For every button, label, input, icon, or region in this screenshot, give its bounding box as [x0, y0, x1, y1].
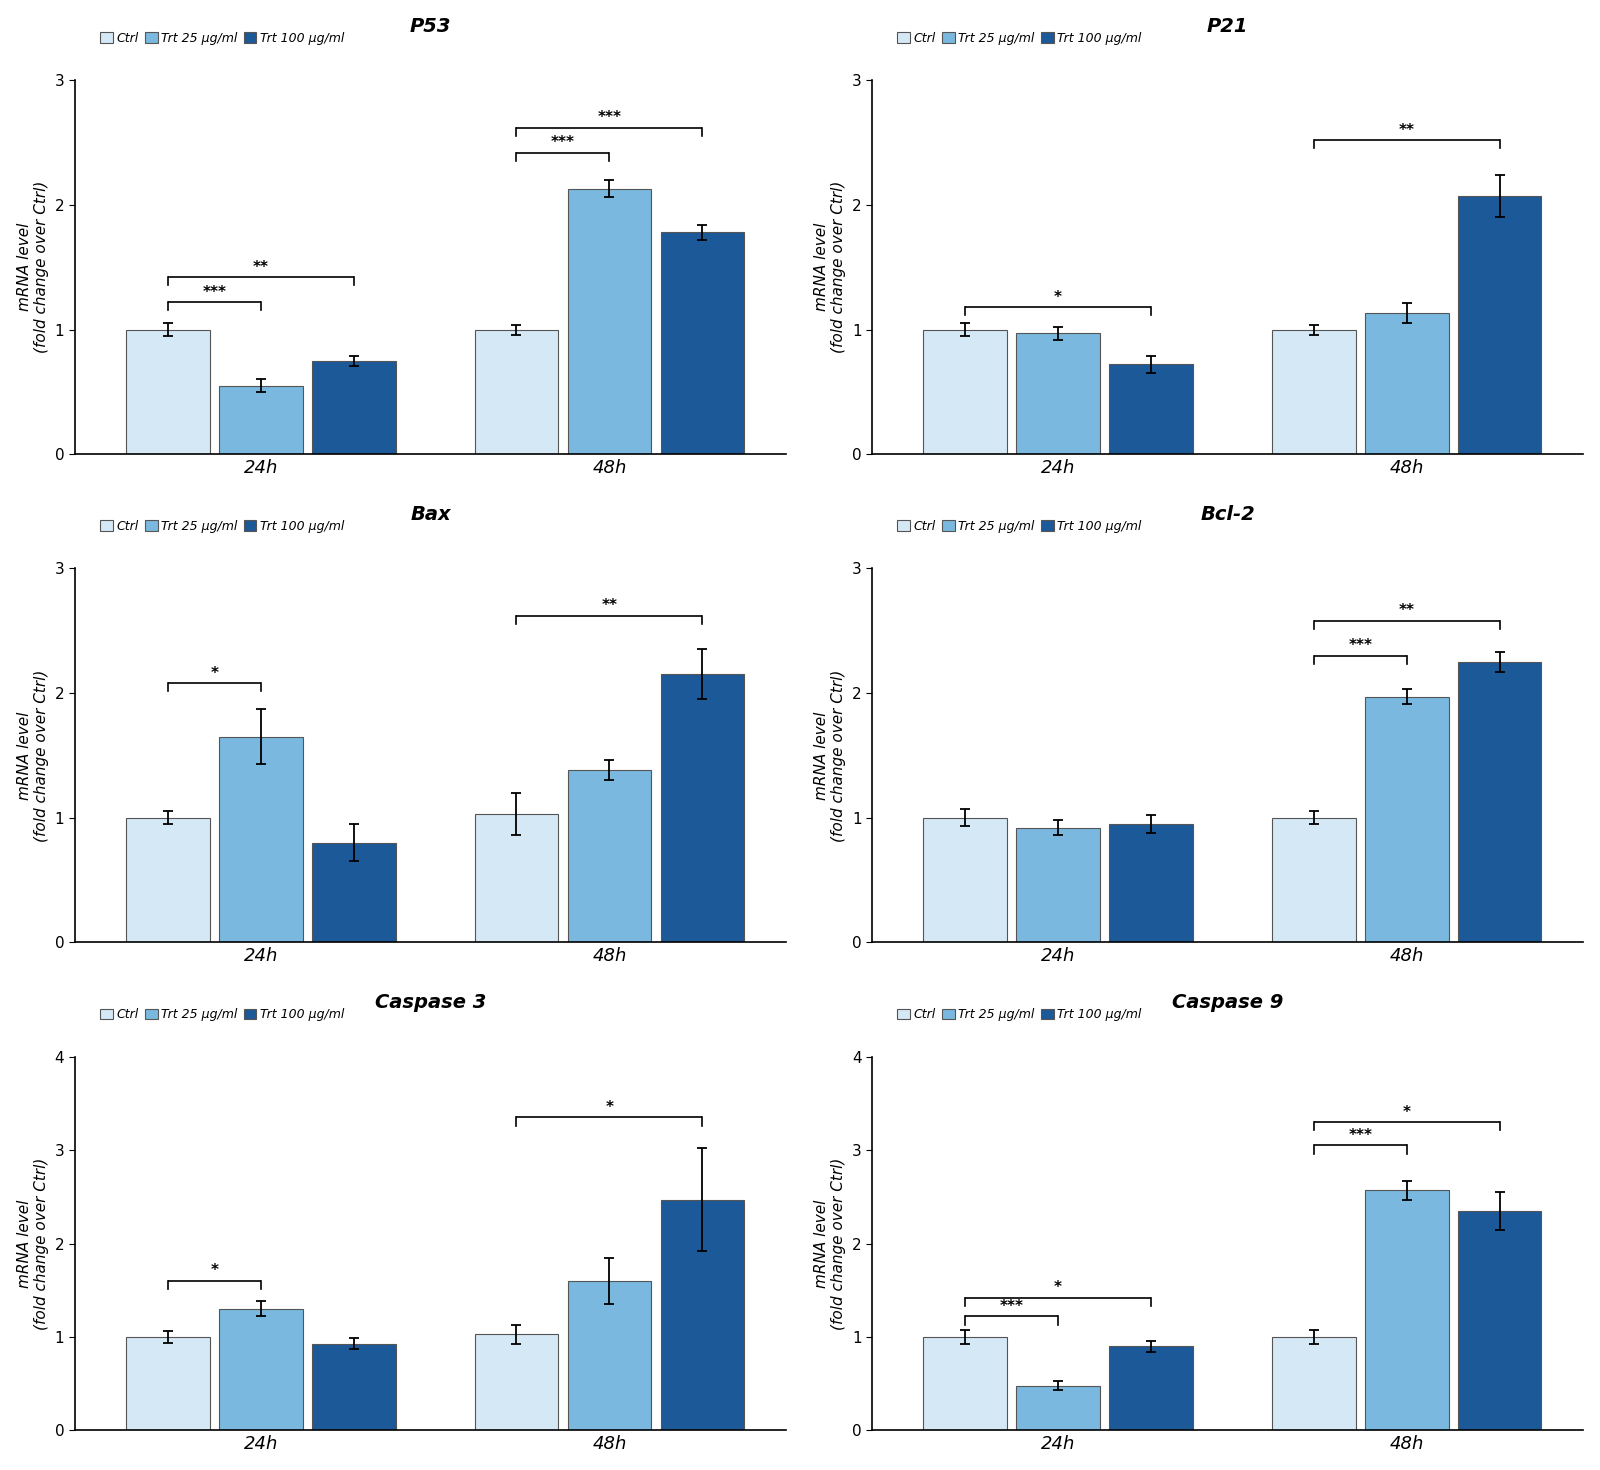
Text: *: * [1403, 1104, 1411, 1120]
Bar [1458, 1211, 1541, 1430]
Text: ***: *** [1000, 1299, 1024, 1314]
Bar [312, 842, 395, 942]
Bar [568, 1280, 651, 1430]
Y-axis label: mRNA level
(fold change over Ctrl): mRNA level (fold change over Ctrl) [16, 669, 50, 841]
Bar [219, 385, 302, 454]
Text: ***: *** [1349, 638, 1373, 653]
Bar [1458, 196, 1541, 454]
Bar [126, 1338, 210, 1430]
Legend: Ctrl, Trt 25 μg/ml, Trt 100 μg/ml: Ctrl, Trt 25 μg/ml, Trt 100 μg/ml [96, 26, 349, 50]
Bar [1109, 365, 1194, 454]
Title: Bcl-2: Bcl-2 [1200, 504, 1254, 523]
Y-axis label: mRNA level
(fold change over Ctrl): mRNA level (fold change over Ctrl) [16, 1157, 50, 1330]
Text: *: * [1054, 290, 1062, 304]
Bar [568, 188, 651, 454]
Bar [312, 1344, 395, 1430]
Legend: Ctrl, Trt 25 μg/ml, Trt 100 μg/ml: Ctrl, Trt 25 μg/ml, Trt 100 μg/ml [893, 26, 1147, 50]
Legend: Ctrl, Trt 25 μg/ml, Trt 100 μg/ml: Ctrl, Trt 25 μg/ml, Trt 100 μg/ml [96, 514, 349, 538]
Y-axis label: mRNA level
(fold change over Ctrl): mRNA level (fold change over Ctrl) [814, 181, 846, 353]
Bar [1109, 1347, 1194, 1430]
Bar [1365, 697, 1448, 942]
Bar [126, 817, 210, 942]
Legend: Ctrl, Trt 25 μg/ml, Trt 100 μg/ml: Ctrl, Trt 25 μg/ml, Trt 100 μg/ml [893, 1003, 1147, 1026]
Bar [661, 1200, 744, 1430]
Text: ***: *** [202, 285, 226, 300]
Text: ***: *** [550, 135, 574, 150]
Bar [475, 329, 558, 454]
Bar [1016, 334, 1099, 454]
Text: *: * [210, 666, 218, 681]
Title: Caspase 3: Caspase 3 [374, 992, 486, 1011]
Bar [661, 675, 744, 942]
Text: **: ** [1398, 603, 1414, 619]
Bar [1016, 1386, 1099, 1430]
Text: **: ** [602, 598, 618, 613]
Text: ***: *** [1349, 1127, 1373, 1142]
Title: P53: P53 [410, 16, 451, 35]
Text: ***: *** [597, 110, 621, 125]
Bar [475, 814, 558, 942]
Bar [312, 360, 395, 454]
Bar [1272, 329, 1355, 454]
Bar [661, 232, 744, 454]
Y-axis label: mRNA level
(fold change over Ctrl): mRNA level (fold change over Ctrl) [16, 181, 50, 353]
Text: *: * [1054, 1280, 1062, 1295]
Title: Bax: Bax [410, 504, 451, 523]
Bar [923, 1338, 1006, 1430]
Y-axis label: mRNA level
(fold change over Ctrl): mRNA level (fold change over Ctrl) [814, 1157, 846, 1330]
Bar [1272, 1338, 1355, 1430]
Text: *: * [210, 1263, 218, 1279]
Bar [923, 329, 1006, 454]
Bar [219, 1308, 302, 1430]
Bar [1016, 828, 1099, 942]
Bar [1109, 823, 1194, 942]
Bar [1365, 1191, 1448, 1430]
Title: P21: P21 [1206, 16, 1248, 35]
Text: **: ** [1398, 122, 1414, 138]
Legend: Ctrl, Trt 25 μg/ml, Trt 100 μg/ml: Ctrl, Trt 25 μg/ml, Trt 100 μg/ml [893, 514, 1147, 538]
Bar [1458, 662, 1541, 942]
Bar [126, 329, 210, 454]
Legend: Ctrl, Trt 25 μg/ml, Trt 100 μg/ml: Ctrl, Trt 25 μg/ml, Trt 100 μg/ml [96, 1003, 349, 1026]
Title: Caspase 9: Caspase 9 [1171, 992, 1283, 1011]
Bar [923, 817, 1006, 942]
Bar [568, 770, 651, 942]
Bar [219, 736, 302, 942]
Text: **: ** [253, 260, 269, 275]
Bar [475, 1335, 558, 1430]
Bar [1272, 817, 1355, 942]
Text: *: * [605, 1100, 613, 1114]
Bar [1365, 313, 1448, 454]
Y-axis label: mRNA level
(fold change over Ctrl): mRNA level (fold change over Ctrl) [814, 669, 846, 841]
